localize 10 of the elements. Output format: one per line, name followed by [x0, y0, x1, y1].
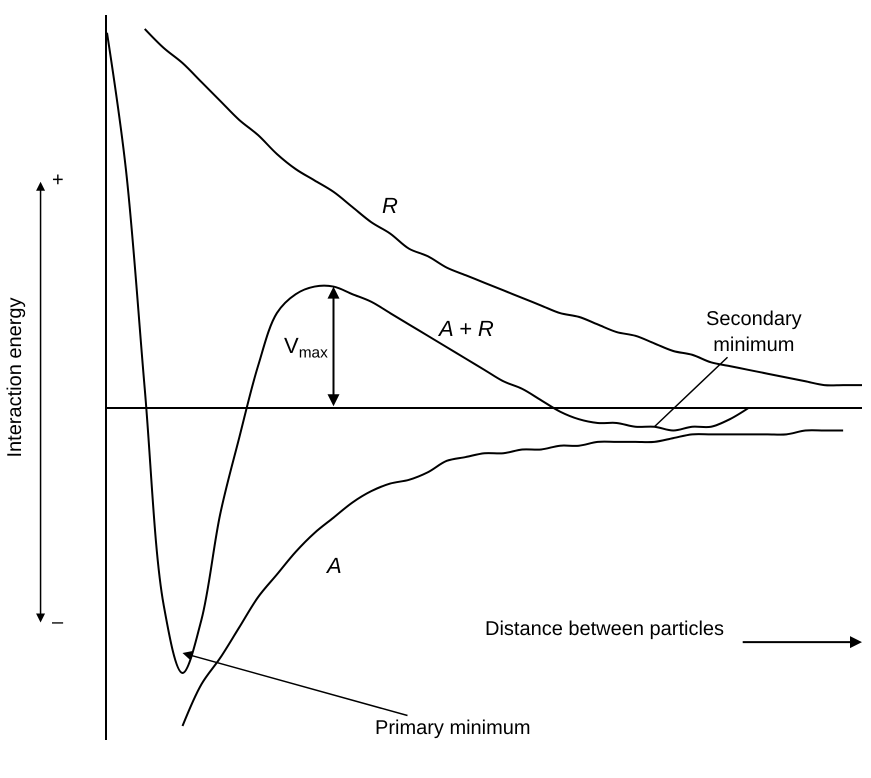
series-label: A + R: [437, 316, 494, 341]
y-axis-title: Interaction energy: [4, 297, 26, 458]
annotation: Distance between particles: [485, 618, 724, 640]
annotation: Primary minimum: [375, 717, 531, 739]
text: –: [52, 611, 64, 633]
series-label: A: [325, 553, 342, 578]
series-label: R: [382, 193, 398, 218]
annotation: V$_{max}$: [284, 333, 328, 362]
text: +: [52, 169, 64, 191]
annotation: Secondary minimum: [706, 308, 802, 356]
